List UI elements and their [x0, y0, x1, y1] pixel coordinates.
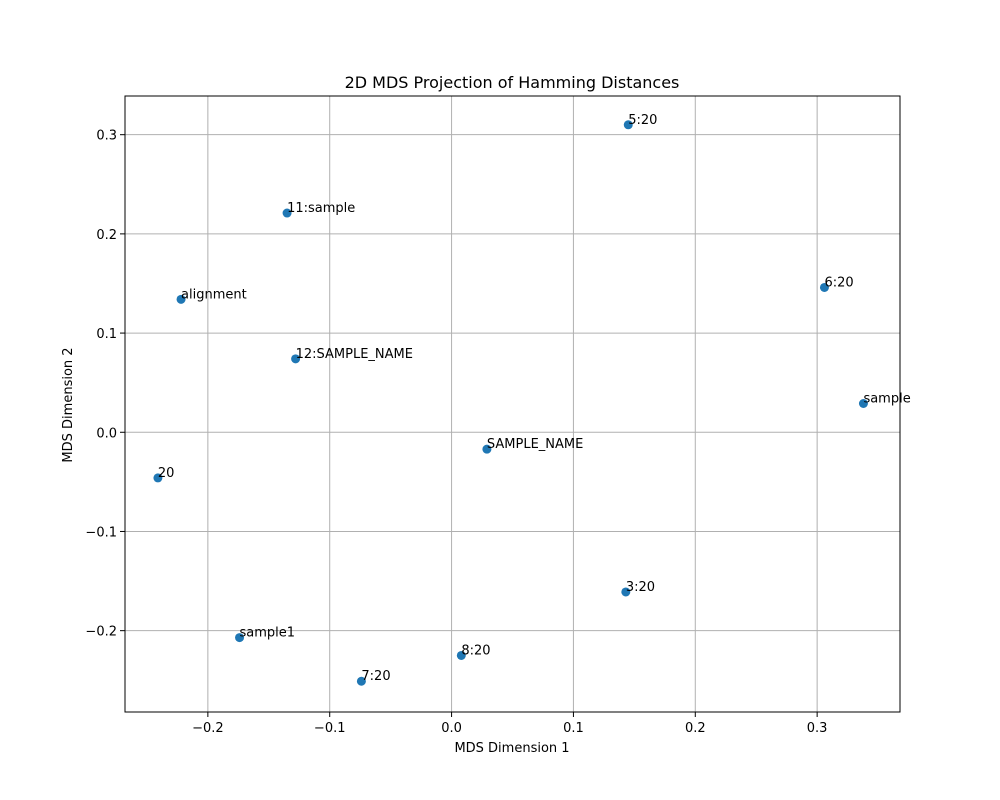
data-point: [623, 120, 633, 130]
y-tick-label: −0.1: [85, 525, 117, 540]
chart-title: 2D MDS Projection of Hamming Distances: [345, 73, 680, 92]
x-tick-label: 0.1: [563, 721, 584, 736]
point-label: 12:SAMPLE_NAME: [296, 347, 413, 362]
x-tick-label: 0.3: [807, 721, 828, 736]
y-axis-ticks: −0.2 −0.1 0.0 0.1 0.2 0.3: [85, 129, 125, 640]
plot-area: [124, 95, 901, 713]
point-label: alignment: [181, 287, 247, 302]
data-point: [235, 633, 245, 643]
x-tick-label: 0.0: [441, 721, 462, 736]
x-tick-label: −0.1: [314, 721, 346, 736]
data-point: [356, 676, 366, 686]
data-point: [819, 282, 829, 292]
y-axis-title: MDS Dimension 2: [61, 347, 76, 462]
x-axis-ticks: −0.2 −0.1 0.0 0.1 0.2 0.3: [192, 712, 827, 736]
point-label: sample: [863, 392, 910, 407]
x-tick-label: 0.2: [685, 721, 706, 736]
data-points: 5:20 11:sample 6:20 alignment 12:SAMPLE_NAME…: [153, 113, 911, 686]
data-point: [176, 294, 186, 304]
data-point: [291, 354, 301, 364]
point-label: 6:20: [824, 275, 853, 290]
point-label: 11:sample: [287, 201, 355, 216]
point-label: 20: [158, 466, 175, 481]
data-point: [858, 399, 868, 409]
point-label: 7:20: [361, 669, 390, 684]
point-label: SAMPLE_NAME: [487, 437, 583, 452]
y-tick-label: 0.3: [96, 129, 117, 144]
x-tick-label: −0.2: [192, 721, 224, 736]
data-point: [621, 587, 631, 597]
data-point: [456, 650, 466, 660]
x-axis-title: MDS Dimension 1: [454, 741, 569, 756]
data-point: [482, 444, 492, 454]
data-point: [282, 208, 292, 218]
y-tick-label: −0.2: [85, 625, 117, 640]
point-label: 5:20: [628, 113, 657, 128]
point-label: 8:20: [461, 643, 490, 658]
data-point: [153, 473, 163, 483]
point-label: 3:20: [626, 580, 655, 595]
point-label: sample1: [240, 626, 296, 641]
y-tick-label: 0.0: [96, 426, 117, 441]
y-tick-label: 0.1: [96, 327, 117, 342]
y-tick-label: 0.2: [96, 228, 117, 243]
grid-lines: [125, 96, 900, 712]
